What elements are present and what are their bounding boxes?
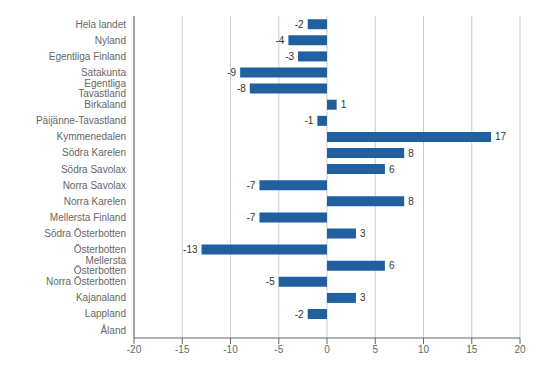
svg-text:Södra Savolax: Södra Savolax [61, 164, 126, 175]
svg-text:Satakunta: Satakunta [81, 67, 126, 78]
svg-text:Södra Karelen: Södra Karelen [62, 147, 126, 158]
svg-text:-5: -5 [274, 344, 283, 355]
svg-text:Birkaland: Birkaland [84, 99, 126, 110]
svg-text:-20: -20 [127, 344, 142, 355]
svg-text:6: 6 [389, 164, 395, 175]
svg-text:Åland: Åland [100, 324, 126, 336]
svg-text:-1: -1 [304, 115, 313, 126]
svg-text:Kajanaland: Kajanaland [76, 292, 126, 303]
svg-text:-13: -13 [183, 244, 198, 255]
svg-text:Egentliga Finland: Egentliga Finland [49, 51, 126, 62]
svg-text:6: 6 [389, 260, 395, 271]
svg-text:1: 1 [341, 99, 347, 110]
svg-text:EgentligaTavastland: EgentligaTavastland [78, 78, 126, 99]
svg-text:-7: -7 [247, 180, 256, 191]
svg-text:Nyland: Nyland [95, 35, 126, 46]
svg-text:Norra Österbotten: Norra Österbotten [46, 276, 126, 287]
svg-text:-4: -4 [275, 35, 284, 46]
svg-text:-8: -8 [237, 83, 246, 94]
svg-text:-3: -3 [285, 51, 294, 62]
svg-text:8: 8 [408, 148, 414, 159]
svg-text:-2: -2 [295, 19, 304, 30]
svg-text:Norra Karelen: Norra Karelen [64, 196, 126, 207]
svg-text:3: 3 [360, 228, 366, 239]
svg-text:-15: -15 [175, 344, 190, 355]
svg-text:Lappland: Lappland [85, 308, 126, 319]
svg-text:Hela landet: Hela landet [75, 19, 126, 30]
svg-text:5: 5 [372, 344, 378, 355]
svg-text:20: 20 [514, 344, 526, 355]
svg-text:Mellersta Finland: Mellersta Finland [50, 212, 126, 223]
svg-text:-9: -9 [227, 67, 236, 78]
svg-text:3: 3 [360, 292, 366, 303]
svg-text:-7: -7 [247, 212, 256, 223]
svg-text:MellerstaÖsterbotten: MellerstaÖsterbotten [74, 255, 127, 276]
svg-text:17: 17 [495, 131, 507, 142]
svg-text:15: 15 [466, 344, 478, 355]
svg-text:Södra Österbotten: Södra Österbotten [44, 228, 126, 239]
svg-text:Österbotten: Österbotten [74, 244, 126, 255]
svg-text:Päijänne-Tavastland: Päijänne-Tavastland [36, 115, 126, 126]
svg-text:10: 10 [418, 344, 430, 355]
svg-text:-5: -5 [266, 276, 275, 287]
svg-text:-2: -2 [295, 309, 304, 320]
svg-text:8: 8 [408, 196, 414, 207]
svg-text:Kymmenedalen: Kymmenedalen [57, 131, 126, 142]
svg-text:-10: -10 [223, 344, 238, 355]
svg-text:0: 0 [324, 344, 330, 355]
svg-text:Norra Savolax: Norra Savolax [63, 180, 126, 191]
